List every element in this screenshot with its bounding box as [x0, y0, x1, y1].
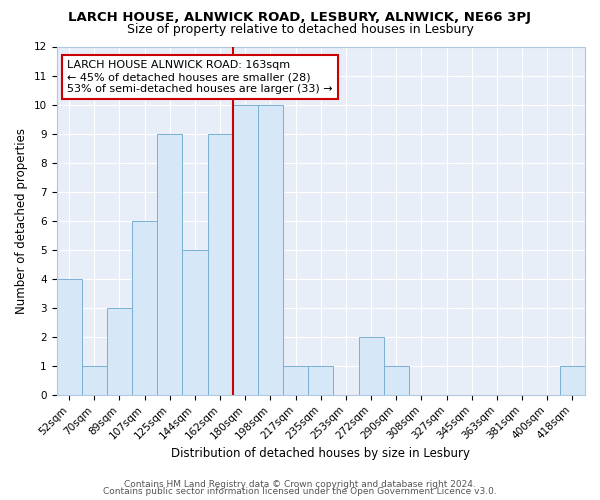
Bar [107, 308, 132, 395]
Bar [383, 366, 409, 395]
Text: Size of property relative to detached houses in Lesbury: Size of property relative to detached ho… [127, 22, 473, 36]
Bar [56, 278, 82, 395]
Bar [560, 366, 585, 395]
Text: Contains HM Land Registry data © Crown copyright and database right 2024.: Contains HM Land Registry data © Crown c… [124, 480, 476, 489]
Bar [182, 250, 208, 395]
Text: Contains public sector information licensed under the Open Government Licence v3: Contains public sector information licen… [103, 487, 497, 496]
Text: LARCH HOUSE, ALNWICK ROAD, LESBURY, ALNWICK, NE66 3PJ: LARCH HOUSE, ALNWICK ROAD, LESBURY, ALNW… [68, 11, 532, 24]
Bar [208, 134, 233, 395]
Bar [157, 134, 182, 395]
Bar [359, 337, 383, 395]
X-axis label: Distribution of detached houses by size in Lesbury: Distribution of detached houses by size … [171, 447, 470, 460]
Bar [82, 366, 107, 395]
Bar [308, 366, 334, 395]
Bar [233, 104, 258, 395]
Y-axis label: Number of detached properties: Number of detached properties [15, 128, 28, 314]
Bar [258, 104, 283, 395]
Bar [283, 366, 308, 395]
Bar [132, 220, 157, 395]
Text: LARCH HOUSE ALNWICK ROAD: 163sqm
← 45% of detached houses are smaller (28)
53% o: LARCH HOUSE ALNWICK ROAD: 163sqm ← 45% o… [67, 60, 333, 94]
